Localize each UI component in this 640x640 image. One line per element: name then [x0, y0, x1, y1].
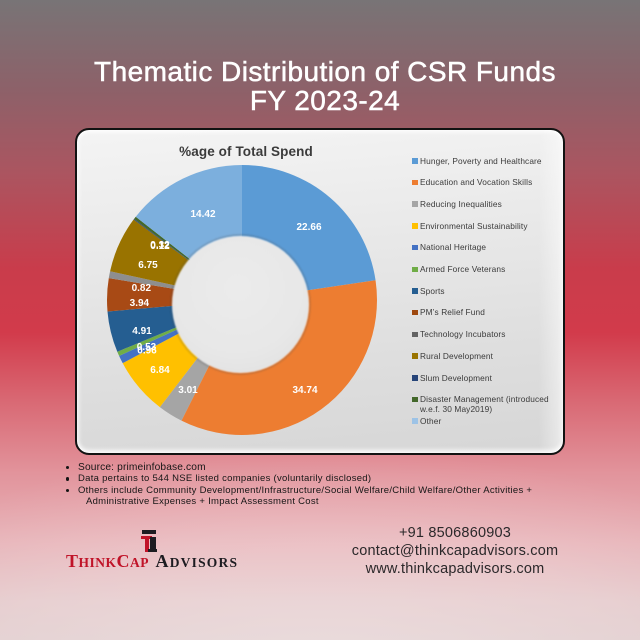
svg-text:14.42: 14.42 — [190, 209, 215, 220]
svg-text:0.12: 0.12 — [150, 241, 170, 252]
svg-text:34.74: 34.74 — [292, 385, 317, 396]
svg-text:3.01: 3.01 — [178, 385, 198, 396]
svg-text:0.96: 0.96 — [137, 346, 157, 357]
svg-text:3.94: 3.94 — [130, 298, 150, 309]
svg-text:4.91: 4.91 — [132, 326, 152, 337]
svg-text:22.66: 22.66 — [296, 222, 321, 233]
svg-text:0.82: 0.82 — [132, 283, 152, 294]
svg-text:6.75: 6.75 — [138, 260, 158, 271]
svg-text:6.84: 6.84 — [150, 365, 170, 376]
svg-text:0.53: 0.53 — [137, 342, 157, 353]
svg-text:0.32: 0.32 — [150, 240, 170, 251]
